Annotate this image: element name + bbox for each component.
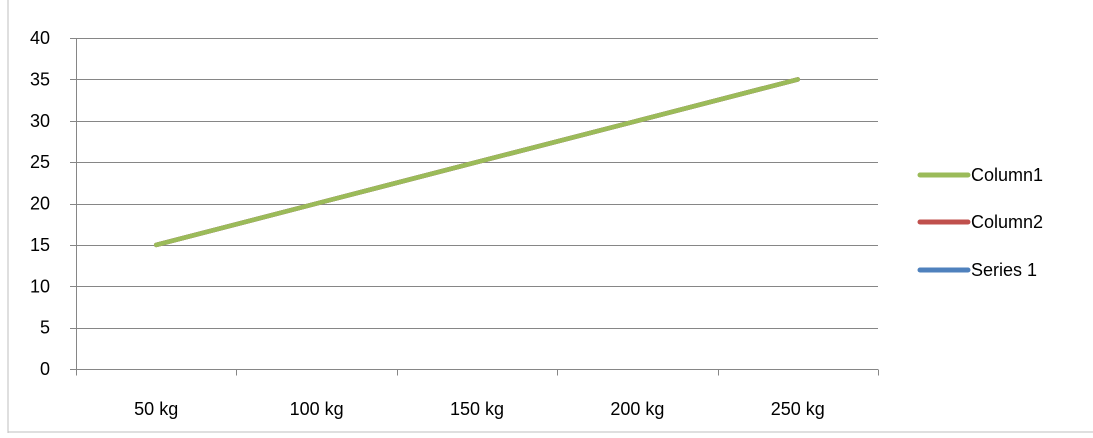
series-lines <box>153 77 801 248</box>
x-tick-label: 150 kg <box>450 399 504 419</box>
series-line-column1 <box>153 77 801 248</box>
legend-label: Column1 <box>971 165 1043 185</box>
y-tick-label: 25 <box>30 152 50 172</box>
page-border <box>7 0 1093 433</box>
y-tick-label: 10 <box>30 276 50 296</box>
y-tick-label: 30 <box>30 111 50 131</box>
axes <box>70 38 879 376</box>
legend-label: Series 1 <box>971 260 1037 280</box>
y-tick-label: 15 <box>30 235 50 255</box>
legend: Column1 Column2 Series 1 <box>917 165 1043 280</box>
y-tick-label: 5 <box>40 318 50 338</box>
y-tick-label: 35 <box>30 69 50 89</box>
y-tick-label: 40 <box>30 28 50 48</box>
x-tick-label: 50 kg <box>134 399 178 419</box>
x-tick-labels: 50 kg 100 kg 150 kg 200 kg 250 kg <box>134 399 825 419</box>
y-tick-label: 20 <box>30 194 50 214</box>
y-tick-label: 0 <box>40 359 50 379</box>
x-tick-label: 250 kg <box>771 399 825 419</box>
x-tick-label: 200 kg <box>610 399 664 419</box>
y-tick-labels: 0 5 10 15 20 25 30 35 40 <box>30 28 50 379</box>
x-tick-label: 100 kg <box>290 399 344 419</box>
gridlines <box>70 38 878 329</box>
legend-label: Column2 <box>971 212 1043 232</box>
